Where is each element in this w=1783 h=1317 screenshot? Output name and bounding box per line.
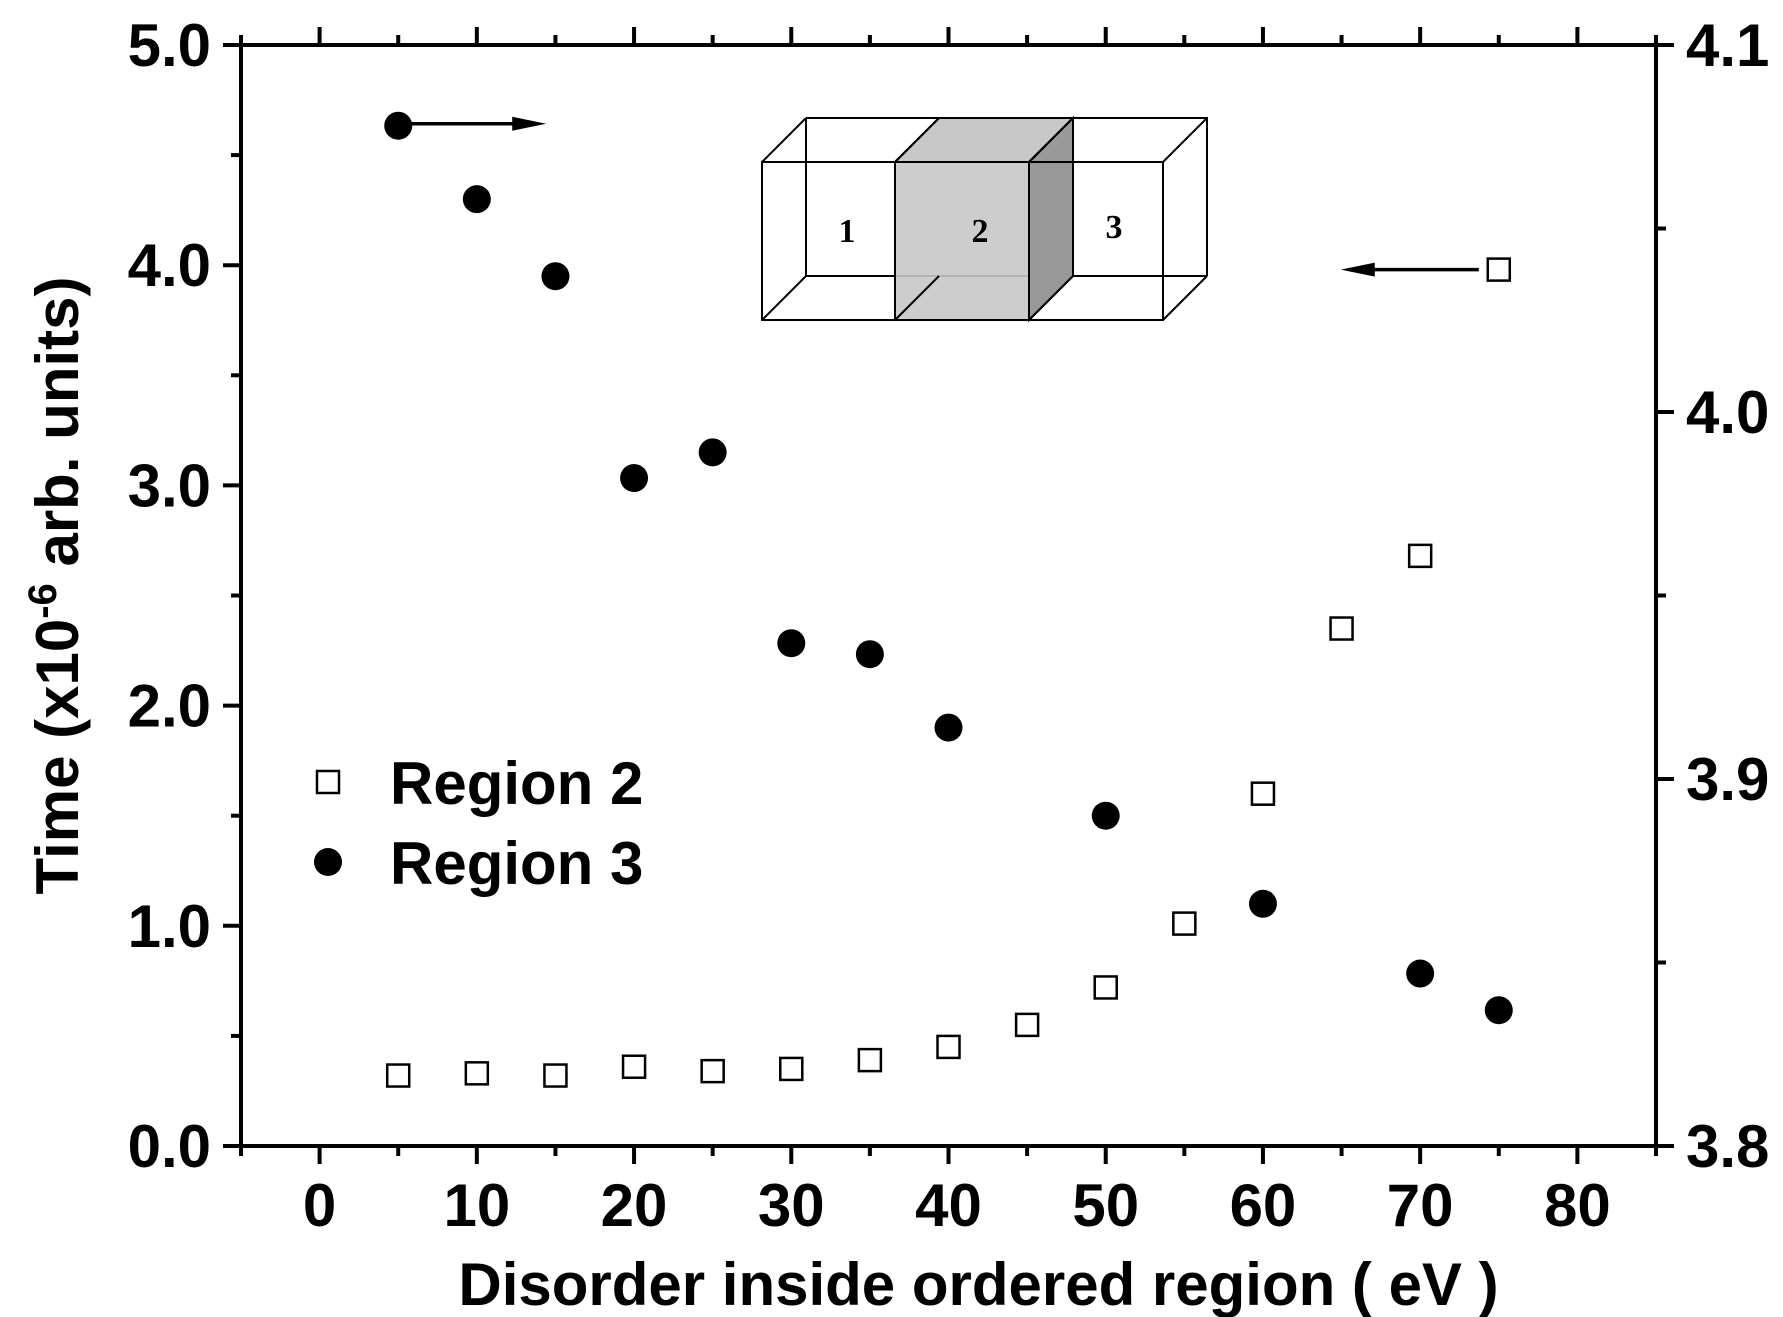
region-2-point bbox=[543, 1063, 568, 1088]
region-2-point bbox=[936, 1034, 961, 1060]
region-3-point bbox=[462, 185, 491, 214]
y-right-tick-label: 3.8 bbox=[1686, 1113, 1769, 1180]
x-tick-label: 60 bbox=[1230, 1172, 1297, 1239]
region-2-point bbox=[1014, 1012, 1040, 1038]
x-tick-label: 70 bbox=[1387, 1172, 1454, 1239]
region-3-point bbox=[698, 438, 727, 467]
region-2-point bbox=[700, 1058, 725, 1084]
region-2-point bbox=[1093, 975, 1118, 1000]
y-left-tick-label: 3.0 bbox=[128, 452, 211, 519]
region-2-point bbox=[1172, 911, 1197, 936]
y-right-tick-label: 4.1 bbox=[1686, 12, 1769, 79]
y-left-tick-label: 1.0 bbox=[128, 893, 211, 960]
region-2-point bbox=[857, 1047, 883, 1073]
y-right-tick-label: 3.9 bbox=[1686, 746, 1769, 813]
inset-label-1: 1 bbox=[839, 213, 856, 250]
x-tick-label: 0 bbox=[303, 1172, 336, 1239]
x-tick-label: 80 bbox=[1544, 1172, 1611, 1239]
region-2-point bbox=[1329, 616, 1354, 641]
region-3-point bbox=[541, 262, 570, 291]
legend-marker-region-3 bbox=[314, 848, 342, 876]
legend-marker-region-2 bbox=[315, 769, 341, 795]
arrow-left-head bbox=[1340, 262, 1375, 277]
y-axis-title-superscript: -6 bbox=[21, 583, 65, 619]
region-3-point bbox=[1406, 959, 1435, 988]
x-tick-label: 50 bbox=[1072, 1172, 1139, 1239]
inset-block-3-front bbox=[1028, 161, 1164, 321]
region-3-point bbox=[1091, 801, 1120, 830]
region-2-point bbox=[385, 1063, 411, 1088]
x-axis-title: Disorder inside ordered region ( eV ) bbox=[458, 1251, 1498, 1317]
region-2-point bbox=[1407, 543, 1433, 569]
region-2-point bbox=[1486, 257, 1512, 282]
arrow-right-head bbox=[512, 116, 547, 131]
x-tick-label: 30 bbox=[758, 1172, 825, 1239]
region-3-point bbox=[1484, 996, 1513, 1025]
inset-3d-box-diagram: 1 2 3 bbox=[761, 115, 1208, 323]
data-marks-layer bbox=[384, 111, 1513, 1088]
inset-block-2-front bbox=[894, 161, 1030, 321]
region-2-point bbox=[621, 1054, 647, 1079]
y-left-tick-label: 2.0 bbox=[128, 673, 211, 740]
inset-label-2: 2 bbox=[972, 213, 989, 250]
axes-layer: 0 10 20 30 40 50 60 70 80 0.0 1.0 2.0 3.0 4.0 5.0 3.8 3.… bbox=[21, 12, 1769, 1317]
y-left-tick-label: 0.0 bbox=[128, 1113, 211, 1180]
y-axis-title-part: arb. units) bbox=[24, 277, 91, 584]
region-3-point bbox=[777, 629, 806, 658]
region-3-point bbox=[1248, 889, 1277, 918]
inset-depth-edge bbox=[1028, 117, 1074, 163]
region-3-point bbox=[384, 111, 413, 140]
legend-label-region-3: Region 3 bbox=[390, 830, 643, 897]
inset-depth-edge bbox=[761, 275, 807, 321]
inset-depth-edge bbox=[1028, 275, 1074, 321]
y-right-tick-label: 4.0 bbox=[1686, 379, 1769, 446]
y-left-tick-label: 4.0 bbox=[128, 232, 211, 299]
x-tick-label: 40 bbox=[915, 1172, 982, 1239]
x-tick-label: 10 bbox=[443, 1172, 510, 1239]
y-axis-title-part: Time (x10 bbox=[24, 619, 91, 895]
region-2-point bbox=[1250, 781, 1276, 806]
inset-depth-edge bbox=[761, 117, 807, 163]
inset-depth-edge bbox=[894, 275, 940, 321]
inset-depth-edge bbox=[894, 117, 940, 163]
region-3-point bbox=[934, 713, 963, 742]
inset-depth-edge bbox=[1162, 275, 1208, 321]
region-2-point bbox=[779, 1056, 804, 1082]
y-left-tick-label: 5.0 bbox=[128, 12, 211, 79]
region-3-point bbox=[855, 640, 884, 669]
inset-depth-edge bbox=[1162, 117, 1208, 163]
y-axis-title: Time (x10-6 arb. units) bbox=[21, 277, 91, 895]
inset-label-3: 3 bbox=[1106, 209, 1123, 246]
legend-label-region-2: Region 2 bbox=[390, 750, 643, 817]
inset-block-1-front bbox=[761, 161, 896, 321]
legend: Region 2 Region 3 bbox=[314, 750, 643, 897]
region-2-point bbox=[464, 1061, 490, 1086]
region-3-point bbox=[620, 464, 649, 493]
x-tick-label: 20 bbox=[601, 1172, 668, 1239]
